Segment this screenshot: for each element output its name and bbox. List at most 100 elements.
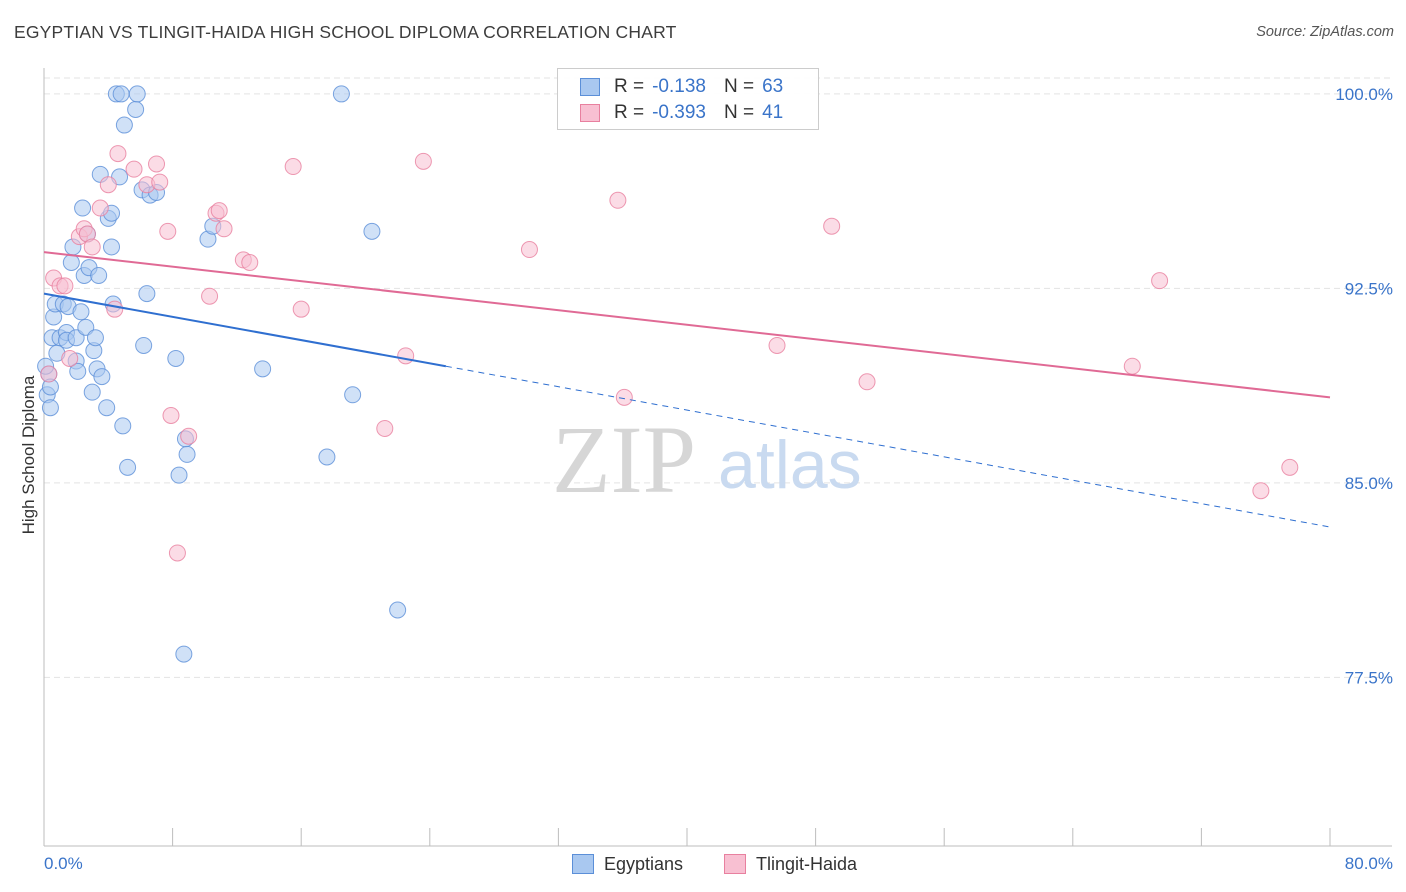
r-label: R =	[614, 76, 645, 97]
n-value: 41	[762, 102, 784, 123]
legend-item-egyptians[interactable]: Egyptians	[572, 852, 683, 876]
tlingit-haida-point	[83, 238, 101, 256]
y-axis-label: High School Diploma	[19, 375, 38, 534]
egyptians-point	[135, 336, 153, 354]
tlingit-haida-point	[768, 336, 786, 354]
egyptians-point	[90, 266, 108, 284]
egyptians-point	[74, 199, 92, 217]
tlingit-haida-point	[858, 373, 876, 391]
tlingit-haida-point	[210, 202, 228, 220]
egyptians-swatch	[580, 78, 600, 96]
x-tick-label: 80.0%	[1345, 854, 1393, 873]
tlingit-haida-point	[609, 191, 627, 209]
watermark: ZIP atlas	[552, 406, 862, 513]
egyptians-legend-swatch	[572, 854, 594, 874]
egyptians-point	[67, 329, 85, 347]
y-tick-label: 92.5%	[1345, 279, 1393, 298]
tlingit-haida-point	[215, 220, 233, 238]
egyptians-trend-extension	[445, 365, 1331, 528]
tlingit-haida-swatch	[580, 104, 600, 122]
egyptians-point	[254, 360, 272, 378]
tlingit-haida-point	[180, 427, 198, 445]
trend-layer	[43, 251, 1331, 528]
legend-label-tlingit-haida: Tlingit-Haida	[756, 853, 858, 874]
egyptians-point	[318, 448, 336, 466]
n-value: 63	[762, 76, 784, 97]
legend-item-tlingit-haida[interactable]: Tlingit-Haida	[724, 852, 857, 876]
tlingit-haida-point	[61, 349, 79, 367]
n-label: N =	[723, 102, 755, 123]
egyptians-point	[86, 329, 104, 347]
egyptians-point	[41, 399, 59, 417]
y-tick-label: 100.0%	[1335, 85, 1393, 104]
tlingit-haida-point	[91, 199, 109, 217]
egyptians-point	[128, 85, 146, 103]
legend-label-egyptians: Egyptians	[604, 853, 684, 874]
stats-box: R = -0.138 N = 63 R = -0.393 N = 41	[557, 68, 819, 130]
egyptians-point	[127, 100, 145, 118]
tlingit-haida-point	[376, 419, 394, 437]
egyptians-point	[114, 417, 132, 435]
tlingit-haida-point	[159, 222, 177, 240]
tlingit-haida-point	[823, 217, 841, 235]
egyptians-point	[115, 116, 133, 134]
stats-row-tlingit-haida: R = -0.393 N = 41	[580, 101, 783, 125]
tlingit-haida-point	[615, 388, 633, 406]
tlingit-haida-point	[99, 176, 117, 194]
egyptians-point	[170, 466, 188, 484]
tlingit-haida-point	[106, 300, 124, 318]
watermark-zip: ZIP	[552, 406, 696, 513]
tlingit-haida-point	[168, 544, 186, 562]
axis-layer: 100.0% 92.5% 85.0% 77.5% 0.0% 80.0%	[43, 68, 1393, 873]
x-tick-label: 0.0%	[44, 854, 83, 873]
tlingit-haida-point	[414, 152, 432, 170]
egyptians-point	[69, 362, 87, 380]
tlingit-haida-point	[1123, 357, 1141, 375]
egyptians-point	[93, 368, 111, 386]
egyptians-point	[363, 222, 381, 240]
grid-layer	[44, 77, 1390, 678]
tlingit-haida-point	[292, 300, 310, 318]
egyptians-point	[175, 645, 193, 663]
tlingit-haida-point	[520, 241, 538, 259]
points-layer	[37, 85, 1299, 663]
egyptians-point	[178, 445, 196, 463]
r-value: -0.393	[652, 102, 706, 123]
egyptians-point	[167, 349, 185, 367]
tlingit-haida-legend-swatch	[724, 854, 746, 874]
source-label: Source: ZipAtlas.com	[1256, 24, 1394, 40]
tlingit-haida-point	[1252, 482, 1270, 500]
egyptians-point	[98, 399, 116, 417]
tlingit-haida-point	[151, 173, 169, 191]
chart-title: EGYPTIAN VS TLINGIT-HAIDA HIGH SCHOOL DI…	[14, 22, 677, 42]
tlingit-haida-point	[109, 145, 127, 163]
tlingit-haida-point	[125, 160, 143, 178]
y-tick-label: 77.5%	[1345, 668, 1393, 687]
egyptians-point	[332, 85, 350, 103]
tlingit-haida-point	[201, 287, 219, 305]
egyptians-point	[62, 254, 80, 271]
tlingit-haida-point	[284, 158, 302, 176]
tlingit-haida-point	[1151, 272, 1169, 290]
y-tick-label: 85.0%	[1345, 474, 1393, 493]
egyptians-point	[77, 318, 95, 336]
tlingit-haida-point	[148, 155, 166, 173]
egyptians-point	[112, 85, 130, 103]
r-label: R =	[614, 102, 645, 123]
r-value: -0.138	[652, 76, 706, 97]
tlingit-haida-point	[1281, 458, 1299, 476]
egyptians-point	[344, 386, 362, 404]
tlingit-haida-trend-line	[43, 251, 1331, 399]
tlingit-haida-point	[397, 347, 415, 365]
tlingit-haida-point	[40, 365, 58, 383]
egyptians-trend-line	[43, 292, 447, 368]
egyptians-point	[83, 383, 101, 401]
tlingit-haida-point	[162, 407, 180, 425]
n-label: N =	[723, 76, 755, 97]
egyptians-point	[72, 303, 90, 321]
egyptians-point	[119, 458, 137, 476]
tlingit-haida-point	[56, 277, 74, 295]
egyptians-point	[138, 285, 156, 303]
watermark-atlas: atlas	[718, 427, 862, 503]
